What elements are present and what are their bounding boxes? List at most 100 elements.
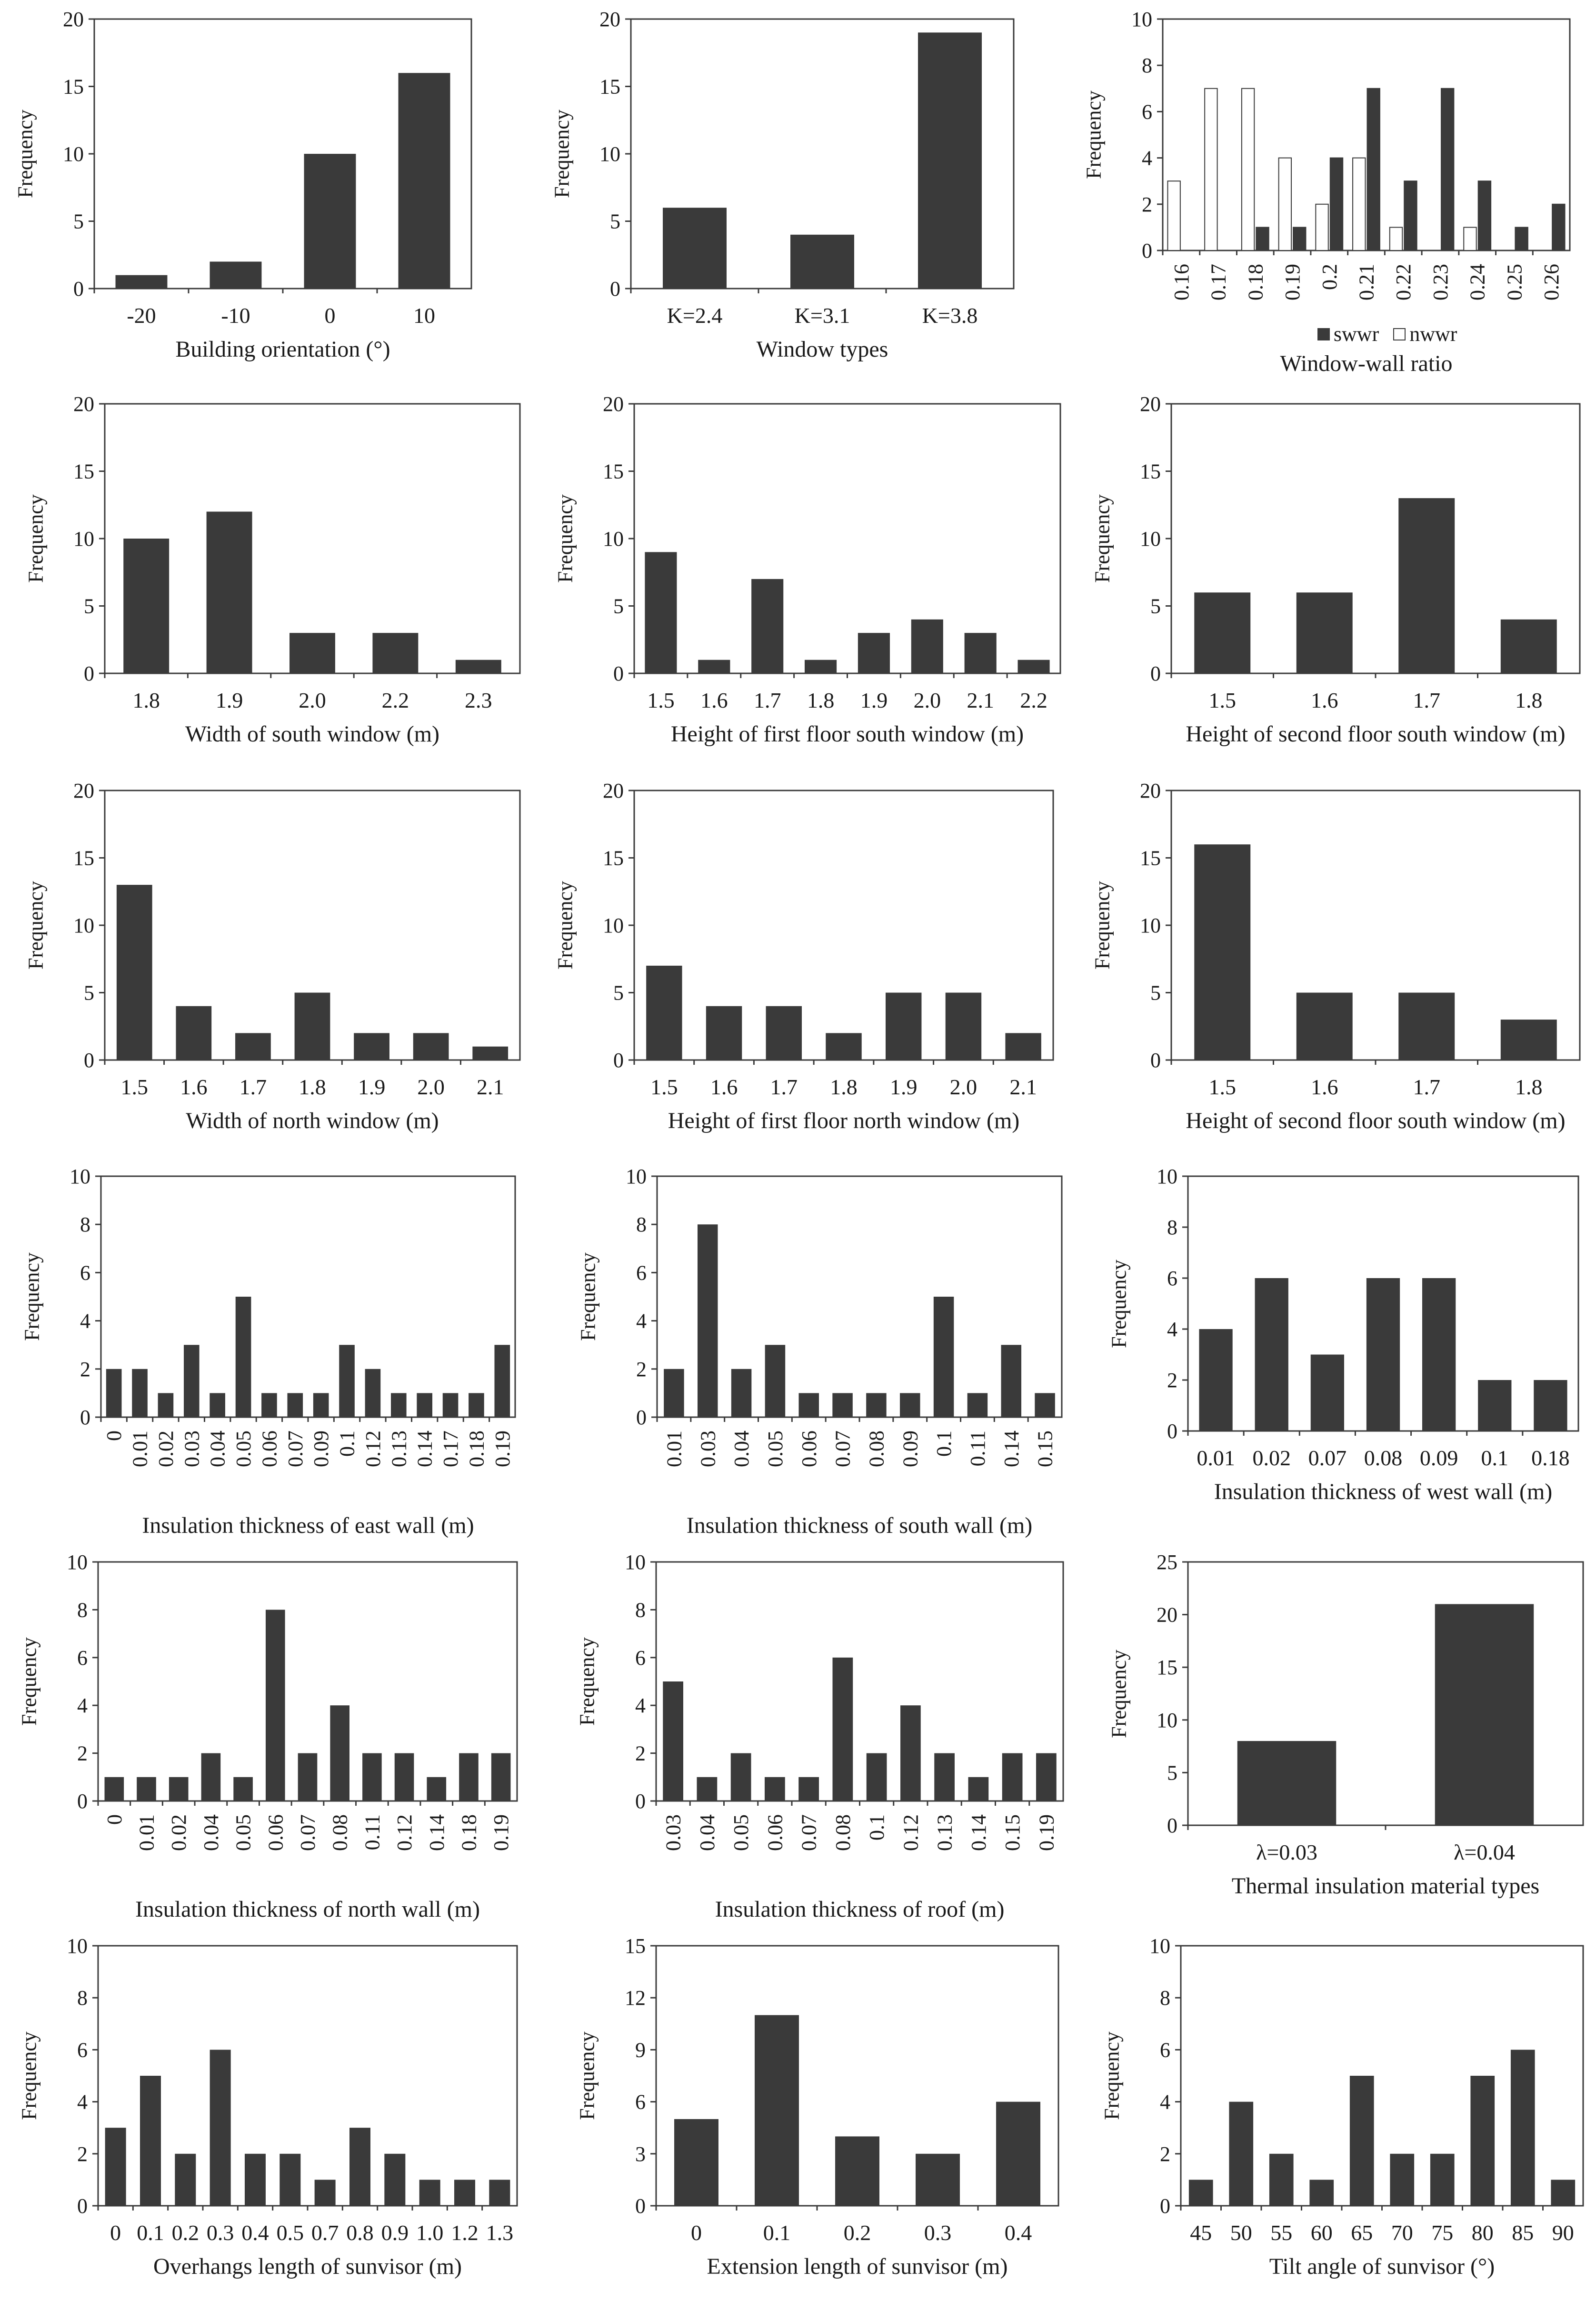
bar-1-5 — [1194, 592, 1251, 673]
x-tick-label: 1.9 — [358, 1075, 386, 1099]
y-tick-label: 8 — [635, 1598, 646, 1621]
y-tick-label: 0 — [610, 277, 620, 300]
bar-1-6 — [1296, 992, 1353, 1060]
x-tick-label: 0.14 — [413, 1431, 437, 1467]
bar-0-04 — [697, 1777, 718, 1801]
x-tick-label: 0.09 — [898, 1431, 922, 1467]
x-tick-label: 1.6 — [180, 1075, 208, 1099]
bar-2-0 — [911, 619, 943, 673]
legend-swatch — [1393, 328, 1406, 340]
x-tick-label: 0.06 — [763, 1814, 787, 1851]
x-tick-label: 0.1 — [865, 1814, 888, 1841]
bar-60 — [1309, 2180, 1334, 2206]
bar-1-8 — [1500, 1020, 1557, 1060]
x-tick-label: 0.26 — [1540, 264, 1563, 300]
x-tick-label: 0.04 — [696, 1814, 719, 1851]
y-tick-label: 5 — [73, 210, 84, 233]
bar-0-07 — [298, 1753, 318, 1801]
y-tick-label: 10 — [73, 527, 94, 550]
bar-0-06 — [765, 1777, 785, 1801]
x-tick-label: 0.15 — [1034, 1431, 1057, 1467]
y-tick-label: 6 — [636, 1261, 647, 1284]
x-tick-label: 2.3 — [465, 688, 492, 712]
bar-0-06 — [266, 1610, 285, 1801]
bar-1-8 — [826, 1033, 862, 1060]
bar-nwwr-0-19 — [1278, 157, 1292, 251]
bar-0-02 — [169, 1777, 189, 1801]
x-axis-label: Height of first floor north window (m) — [668, 1108, 1020, 1133]
y-tick-label: 0 — [613, 662, 624, 685]
y-tick-label: 10 — [603, 527, 624, 550]
x-axis-label: Tilt angle of sunvisor (°) — [1269, 2254, 1495, 2279]
x-tick-label: 0.21 — [1355, 264, 1378, 300]
bar-nwwr-0-17 — [1204, 88, 1218, 251]
bar-1-8 — [123, 539, 170, 673]
x-tick-label: 1.5 — [1209, 1075, 1237, 1099]
bar-1-7 — [766, 1006, 802, 1060]
bar-0-07 — [798, 1777, 819, 1801]
x-tick-label: 90 — [1552, 2221, 1574, 2245]
bar-1-6 — [176, 1006, 212, 1060]
bar-0-13 — [391, 1393, 407, 1417]
y-tick-label: 2 — [77, 2142, 88, 2166]
x-tick-label: 1.9 — [890, 1075, 918, 1099]
x-tick-label: 1.5 — [121, 1075, 149, 1099]
y-tick-label: 5 — [613, 981, 624, 1005]
x-tick-label: 0.01 — [662, 1431, 686, 1467]
bar-0-2 — [175, 2153, 196, 2206]
y-tick-label: 20 — [599, 8, 620, 31]
x-tick-label: 60 — [1311, 2221, 1333, 2245]
y-tick-label: 20 — [73, 392, 94, 416]
y-tick-label: 15 — [1140, 847, 1161, 870]
x-tick-label: 0.5 — [277, 2221, 304, 2245]
x-tick-label: 0.2 — [844, 2221, 871, 2245]
y-tick-label: 0 — [635, 1790, 646, 1813]
bar-0-01 — [664, 1369, 684, 1417]
x-tick-label: 1.0 — [416, 2221, 444, 2245]
x-tick-label: 0.05 — [764, 1431, 787, 1467]
y-tick-label: 2 — [77, 1742, 88, 1765]
bar-swwr-0-24 — [1477, 180, 1492, 251]
bar-nwwr-0-18 — [1241, 88, 1255, 251]
bar-0-01 — [137, 1777, 156, 1801]
bar-0-09 — [1422, 1278, 1456, 1431]
x-tick-label: λ=0.04 — [1454, 1840, 1515, 1864]
bar-k-2-4 — [663, 208, 727, 289]
x-tick-label: 2.0 — [299, 688, 326, 712]
y-tick-label: 5 — [84, 595, 94, 618]
x-tick-label: 1.9 — [216, 688, 243, 712]
x-tick-label: 2.0 — [914, 688, 941, 712]
bar-0-04 — [731, 1369, 752, 1417]
y-tick-label: 20 — [603, 779, 624, 802]
x-tick-label: 0.19 — [1035, 1814, 1058, 1851]
bar-0 — [304, 154, 356, 289]
y-tick-label: 15 — [603, 460, 624, 483]
bar-0 — [104, 1777, 124, 1801]
bar-1-6 — [698, 660, 730, 673]
y-tick-label: 0 — [80, 1406, 90, 1429]
y-tick-label: 10 — [63, 142, 84, 166]
bar-75 — [1430, 2153, 1455, 2206]
x-tick-label: 0.11 — [966, 1431, 989, 1466]
bar-nwwr-0-21 — [1352, 157, 1366, 251]
x-tick-label: 1.7 — [239, 1075, 267, 1099]
y-tick-label: 6 — [1167, 1267, 1177, 1290]
y-tick-label: 4 — [1167, 1318, 1177, 1341]
y-tick-label: 4 — [1160, 2091, 1170, 2114]
y-tick-label: 8 — [77, 1598, 88, 1621]
bar-0-14 — [968, 1777, 989, 1801]
x-tick-label: 1.7 — [754, 688, 781, 712]
bar-70 — [1390, 2153, 1415, 2206]
y-tick-label: 10 — [1140, 914, 1161, 937]
bar-0-15 — [1035, 1393, 1055, 1417]
y-tick-label: 5 — [1167, 1761, 1177, 1784]
bar-2-2 — [372, 633, 419, 673]
x-tick-label: 0.06 — [258, 1431, 281, 1467]
x-tick-label: 0.03 — [180, 1431, 203, 1467]
x-tick-label: 1.9 — [860, 688, 888, 712]
bar-swwr-0-25 — [1515, 227, 1528, 251]
x-axis-label: Extension length of sunvisor (m) — [707, 2254, 1008, 2279]
